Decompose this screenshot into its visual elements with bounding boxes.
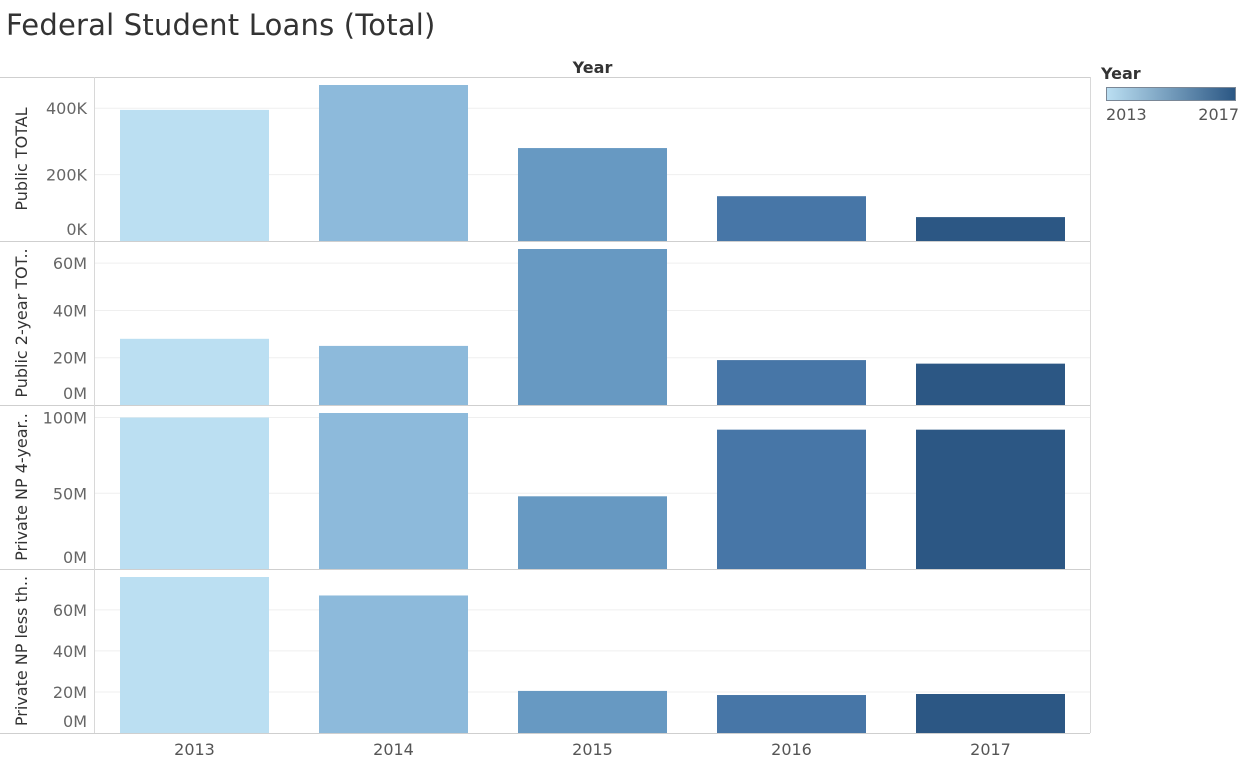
x-tick-label: 2013 (174, 740, 215, 759)
bar-2013 (120, 109, 269, 241)
bar-2015 (518, 690, 667, 733)
row-label: Private NP 4-year.. (12, 413, 31, 561)
y-tick-label: 40M (53, 301, 87, 320)
bar-2015 (518, 249, 667, 405)
bar-2017 (916, 694, 1065, 733)
bar-2015 (518, 148, 667, 241)
column-header: Year (572, 58, 613, 77)
bar-2014 (319, 413, 468, 569)
y-tick-label: 40M (53, 642, 87, 661)
legend-max-label: 2017 (1198, 105, 1239, 124)
y-tick-label: 60M (53, 601, 87, 620)
y-tick-label: 60M (53, 254, 87, 273)
bar-2013 (120, 338, 269, 405)
y-tick-label: 100M (43, 409, 87, 428)
x-tick-label: 2015 (572, 740, 613, 759)
bar-2014 (319, 345, 468, 405)
bar-2017 (916, 363, 1065, 405)
row-label: Private NP less th.. (12, 576, 31, 726)
bar-2015 (518, 496, 667, 569)
y-tick-label: 0M (63, 384, 87, 403)
chart-title: Federal Student Loans (Total) (6, 8, 436, 42)
color-legend[interactable]: Year 2013 2017 (1101, 64, 1241, 127)
x-tick-label: 2016 (771, 740, 812, 759)
y-tick-label: 200K (46, 166, 88, 185)
bar-2014 (319, 85, 468, 241)
bar-2016 (717, 429, 866, 569)
bar-2014 (319, 595, 468, 733)
bar-2016 (717, 360, 866, 405)
row-label: Public TOTAL (12, 107, 31, 210)
y-tick-label: 50M (53, 484, 87, 503)
y-tick-label: 0M (63, 548, 87, 567)
x-tick-label: 2017 (970, 740, 1011, 759)
y-tick-label: 0M (63, 712, 87, 731)
x-tick-label: 2014 (373, 740, 414, 759)
bar-2016 (717, 196, 866, 241)
bar-2016 (717, 695, 866, 733)
y-tick-label: 20M (53, 683, 87, 702)
y-tick-label: 400K (46, 99, 88, 118)
y-tick-label: 0K (66, 220, 87, 239)
y-tick-label: 20M (53, 349, 87, 368)
legend-title: Year (1101, 64, 1141, 83)
legend-min-label: 2013 (1106, 105, 1147, 124)
bar-2013 (120, 417, 269, 569)
bar-2013 (120, 577, 269, 733)
row-label: Public 2-year TOT.. (12, 248, 31, 397)
bar-2017 (916, 429, 1065, 569)
legend-gradient-bar (1106, 87, 1236, 101)
bar-2017 (916, 217, 1065, 241)
